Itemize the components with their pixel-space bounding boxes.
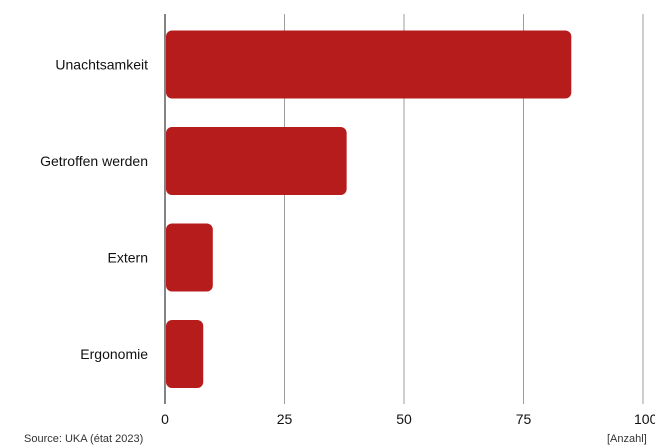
bar-extern [166, 223, 213, 292]
bar-unachtsamkeit [166, 30, 572, 99]
x-axis-unit: [Anzahl] [607, 433, 647, 445]
x-tick-labels: 0 25 50 75 100 [161, 411, 655, 427]
x-tick-label: 0 [161, 411, 169, 427]
x-tick-label: 50 [396, 411, 412, 427]
x-tick-label: 75 [516, 411, 532, 427]
category-label: Getroffen werden [40, 153, 148, 169]
bar-getroffen-werden [166, 127, 347, 195]
category-label: Unachtsamkeit [55, 57, 148, 73]
bar-ergonomie [166, 320, 204, 388]
category-labels: Unachtsamkeit Getroffen werden Extern Ergon… [40, 57, 148, 363]
x-tick-label: 25 [277, 411, 293, 427]
category-label: Extern [108, 250, 148, 266]
category-label: Ergonomie [80, 346, 148, 362]
bars [166, 30, 572, 388]
source-note: Source: UKA (état 2023) [24, 433, 144, 445]
x-tick-label: 100 [634, 411, 655, 427]
